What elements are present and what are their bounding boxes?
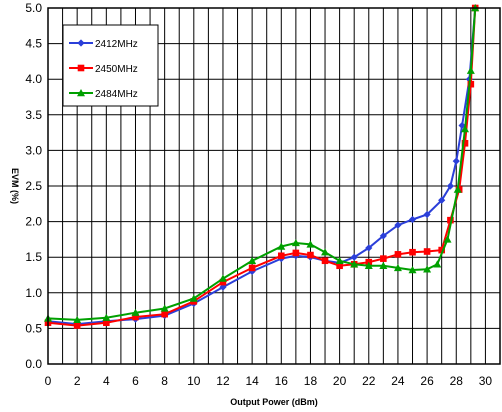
data-point-2450mhz: [73, 322, 81, 329]
x-tick-labels: 0 2 4 6 8 10 12 14 16 18 20 22 24 26 28 30: [45, 374, 493, 388]
data-point-2484mhz: [461, 125, 470, 133]
x-tick-label: 4: [103, 374, 110, 388]
data-point-2450mhz: [248, 264, 256, 272]
legend-marker-2484mhz: [77, 89, 85, 97]
data-point-2412mhz: [438, 196, 446, 204]
data-point-2450mhz: [394, 251, 402, 258]
data-point-2450mhz: [336, 262, 343, 270]
y-tick-label: 3.5: [25, 108, 42, 122]
data-point-2484mhz: [73, 315, 82, 324]
data-point-2484mhz: [131, 308, 140, 316]
data-point-2484mhz: [350, 260, 359, 268]
data-point-2450mhz: [161, 310, 168, 318]
data-point-2450mhz: [409, 248, 416, 256]
y-tick-label: 4.5: [25, 37, 42, 51]
x-axis-title: Output Power (dBm): [230, 397, 318, 407]
data-point-2450mhz: [277, 252, 285, 260]
data-point-2450mhz: [467, 80, 475, 88]
data-point-2484mhz: [443, 235, 452, 243]
y-axis-title: EVM (%): [10, 168, 20, 204]
x-tick-label: 2: [74, 374, 81, 388]
x-tick-label: 18: [304, 374, 318, 388]
data-point-2450mhz: [321, 257, 329, 265]
data-point-2450mhz: [132, 313, 139, 321]
data-point-2484mhz: [466, 66, 475, 74]
data-point-2412mhz: [408, 215, 417, 224]
data-point-2484mhz: [277, 242, 286, 250]
data-point-2484mhz: [291, 238, 300, 247]
y-tick-label: 2.0: [25, 215, 42, 229]
x-tick-label: 16: [275, 374, 289, 388]
data-point-2484mhz: [379, 261, 388, 269]
x-tick-label: 20: [333, 374, 347, 388]
data-point-2412mhz: [452, 157, 460, 165]
x-tick-label: 26: [420, 374, 434, 388]
data-point-2484mhz: [408, 266, 417, 274]
data-point-2450mhz: [103, 319, 110, 327]
data-point-2412mhz: [423, 210, 431, 219]
y-tick-labels: 0.0 0.5 1.0 1.5 2.0 2.5 3.0 3.5 4.0 4.5 5.0: [25, 1, 42, 371]
y-tick-label: 2.5: [25, 179, 42, 193]
legend-marker-2412mhz: [77, 39, 85, 47]
data-point-2484mhz: [335, 256, 344, 264]
data-point-2484mhz: [364, 261, 373, 269]
y-tick-label: 0.5: [25, 321, 42, 335]
x-tick-label: 12: [216, 374, 230, 388]
y-tick-label: 0.0: [25, 357, 42, 371]
data-point-2484mhz: [102, 313, 111, 321]
data-point-2412mhz: [446, 182, 455, 190]
data-point-2484mhz: [248, 256, 257, 264]
data-point-2450mhz: [438, 246, 445, 254]
data-point-2484mhz: [321, 248, 330, 256]
plot-frame: [47, 7, 501, 365]
x-tick-label: 8: [161, 374, 168, 388]
x-tick-label: 22: [362, 374, 376, 388]
data-point-2484mhz: [306, 240, 315, 248]
y-tick-label: 5.0: [25, 1, 42, 15]
data-point-2450mhz: [380, 255, 387, 262]
data-point-2450mhz: [292, 249, 300, 257]
data-point-2484mhz: [423, 265, 432, 273]
data-point-2484mhz: [218, 274, 227, 282]
data-point-2484mhz: [189, 294, 198, 302]
legend: 2412MHz 2450MHz 2484MHz: [62, 24, 159, 107]
data-point-2412mhz: [365, 244, 373, 252]
legend-marker-2450mhz: [77, 64, 85, 72]
legend-label-2484mhz: 2484MHz: [95, 89, 138, 100]
data-point-2484mhz: [453, 185, 462, 193]
data-point-2450mhz: [461, 139, 469, 147]
y-tick-label: 3.0: [25, 143, 42, 157]
x-tick-label: 24: [391, 374, 405, 388]
legend-label-2450mhz: 2450MHz: [95, 64, 138, 75]
y-tick-label: 1.5: [25, 250, 42, 264]
x-tick-label: 28: [450, 374, 464, 388]
data-point-2412mhz: [394, 221, 402, 229]
y-tick-label: 1.0: [25, 286, 42, 300]
data-point-2412mhz: [350, 253, 358, 261]
data-point-2484mhz: [433, 260, 442, 268]
x-tick-label: 10: [187, 374, 201, 388]
data-point-2450mhz: [423, 248, 431, 255]
legend-label-2412mhz: 2412MHz: [95, 39, 138, 50]
x-tick-label: 30: [479, 374, 493, 388]
y-tick-label: 4.0: [25, 72, 42, 86]
data-point-2450mhz: [219, 278, 227, 286]
x-tick-label: 0: [45, 374, 52, 388]
x-tick-label: 14: [245, 374, 259, 388]
x-tick-label: 6: [132, 374, 139, 388]
data-point-2450mhz: [307, 251, 314, 259]
data-point-2484mhz: [160, 304, 169, 312]
data-point-2484mhz: [393, 263, 402, 272]
data-point-2412mhz: [379, 232, 387, 240]
